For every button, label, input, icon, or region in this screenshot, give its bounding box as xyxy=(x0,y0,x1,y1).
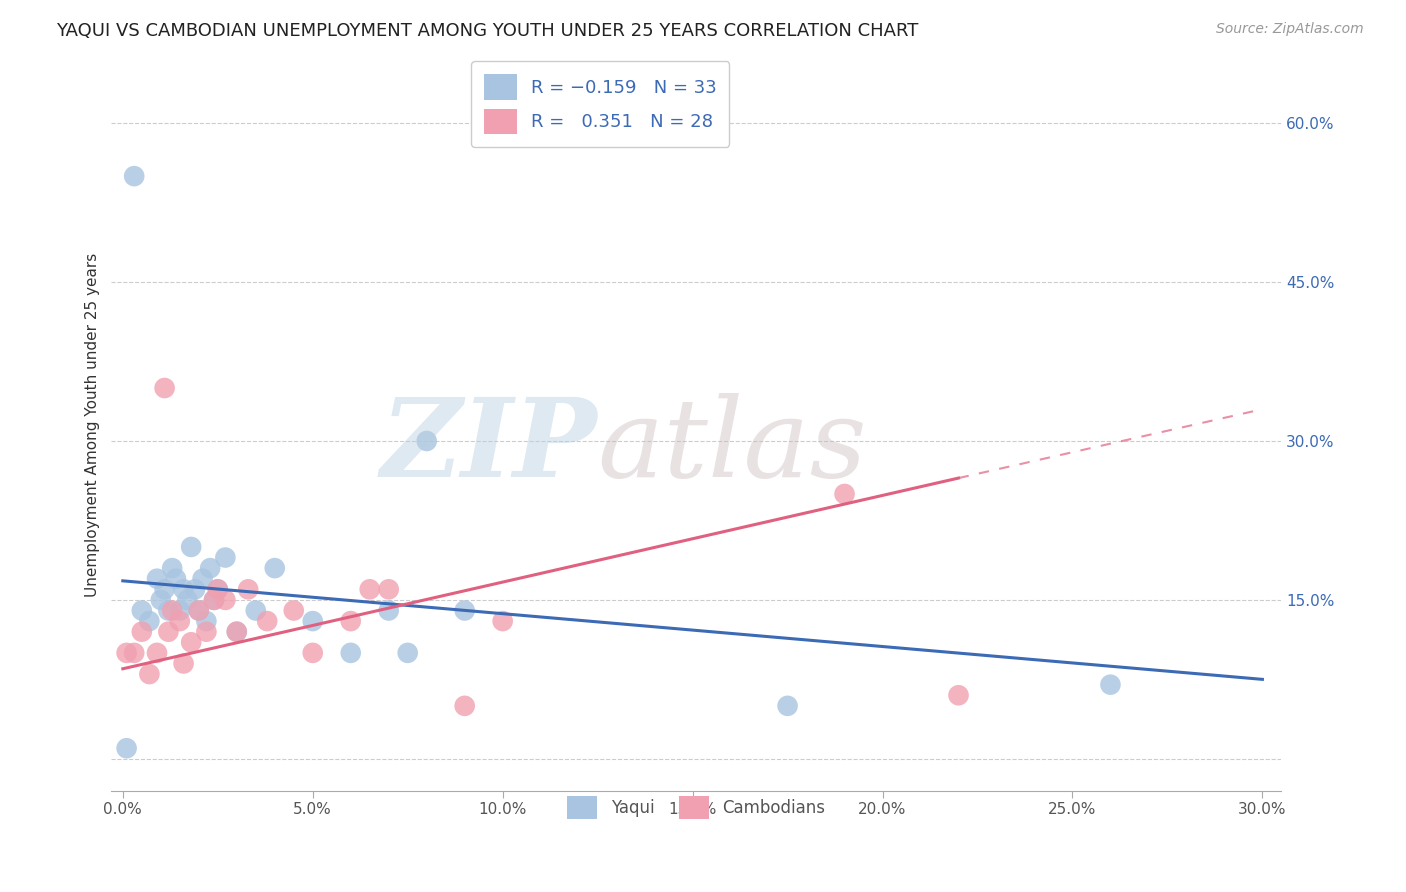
Point xyxy=(301,646,323,660)
Point xyxy=(115,646,138,660)
Point xyxy=(454,603,477,617)
Point xyxy=(146,646,169,660)
Point xyxy=(153,582,176,597)
Point xyxy=(122,646,145,660)
Point xyxy=(115,741,138,756)
Point xyxy=(169,603,191,617)
Point xyxy=(138,667,160,681)
Text: Source: ZipAtlas.com: Source: ZipAtlas.com xyxy=(1216,22,1364,37)
Point xyxy=(454,698,477,713)
Point xyxy=(180,540,202,554)
Point xyxy=(202,593,225,607)
Point xyxy=(157,603,180,617)
Point xyxy=(131,624,153,639)
Point xyxy=(238,582,260,597)
Point xyxy=(415,434,437,448)
Point xyxy=(131,603,153,617)
Point xyxy=(180,635,202,649)
Point xyxy=(122,169,145,183)
Point xyxy=(214,593,236,607)
Point xyxy=(834,487,856,501)
Point xyxy=(202,593,225,607)
Legend: Yaqui, Cambodians: Yaqui, Cambodians xyxy=(561,789,832,826)
Point xyxy=(256,614,278,628)
Point xyxy=(160,603,183,617)
Point xyxy=(153,381,176,395)
Point xyxy=(195,614,218,628)
Point xyxy=(377,603,399,617)
Point xyxy=(198,561,221,575)
Point xyxy=(948,688,970,702)
Point xyxy=(283,603,305,617)
Point xyxy=(176,593,198,607)
Point xyxy=(173,657,195,671)
Text: YAQUI VS CAMBODIAN UNEMPLOYMENT AMONG YOUTH UNDER 25 YEARS CORRELATION CHART: YAQUI VS CAMBODIAN UNEMPLOYMENT AMONG YO… xyxy=(56,22,918,40)
Point xyxy=(207,582,229,597)
Point xyxy=(225,624,247,639)
Point xyxy=(187,603,209,617)
Point xyxy=(169,614,191,628)
Point xyxy=(146,572,169,586)
Point xyxy=(149,593,172,607)
Point xyxy=(263,561,285,575)
Point xyxy=(396,646,419,660)
Point xyxy=(195,624,218,639)
Point xyxy=(160,561,183,575)
Point xyxy=(492,614,515,628)
Point xyxy=(339,614,361,628)
Point xyxy=(191,572,214,586)
Point xyxy=(359,582,381,597)
Point xyxy=(207,582,229,597)
Point xyxy=(214,550,236,565)
Point xyxy=(776,698,799,713)
Y-axis label: Unemployment Among Youth under 25 years: Unemployment Among Youth under 25 years xyxy=(86,253,100,598)
Point xyxy=(184,582,207,597)
Text: ZIP: ZIP xyxy=(381,393,598,500)
Point xyxy=(138,614,160,628)
Point xyxy=(187,603,209,617)
Point xyxy=(173,582,195,597)
Point xyxy=(245,603,267,617)
Point xyxy=(377,582,399,597)
Point xyxy=(225,624,247,639)
Text: atlas: atlas xyxy=(598,393,866,500)
Point xyxy=(165,572,187,586)
Point xyxy=(301,614,323,628)
Point xyxy=(1099,678,1122,692)
Point xyxy=(339,646,361,660)
Point xyxy=(157,624,180,639)
